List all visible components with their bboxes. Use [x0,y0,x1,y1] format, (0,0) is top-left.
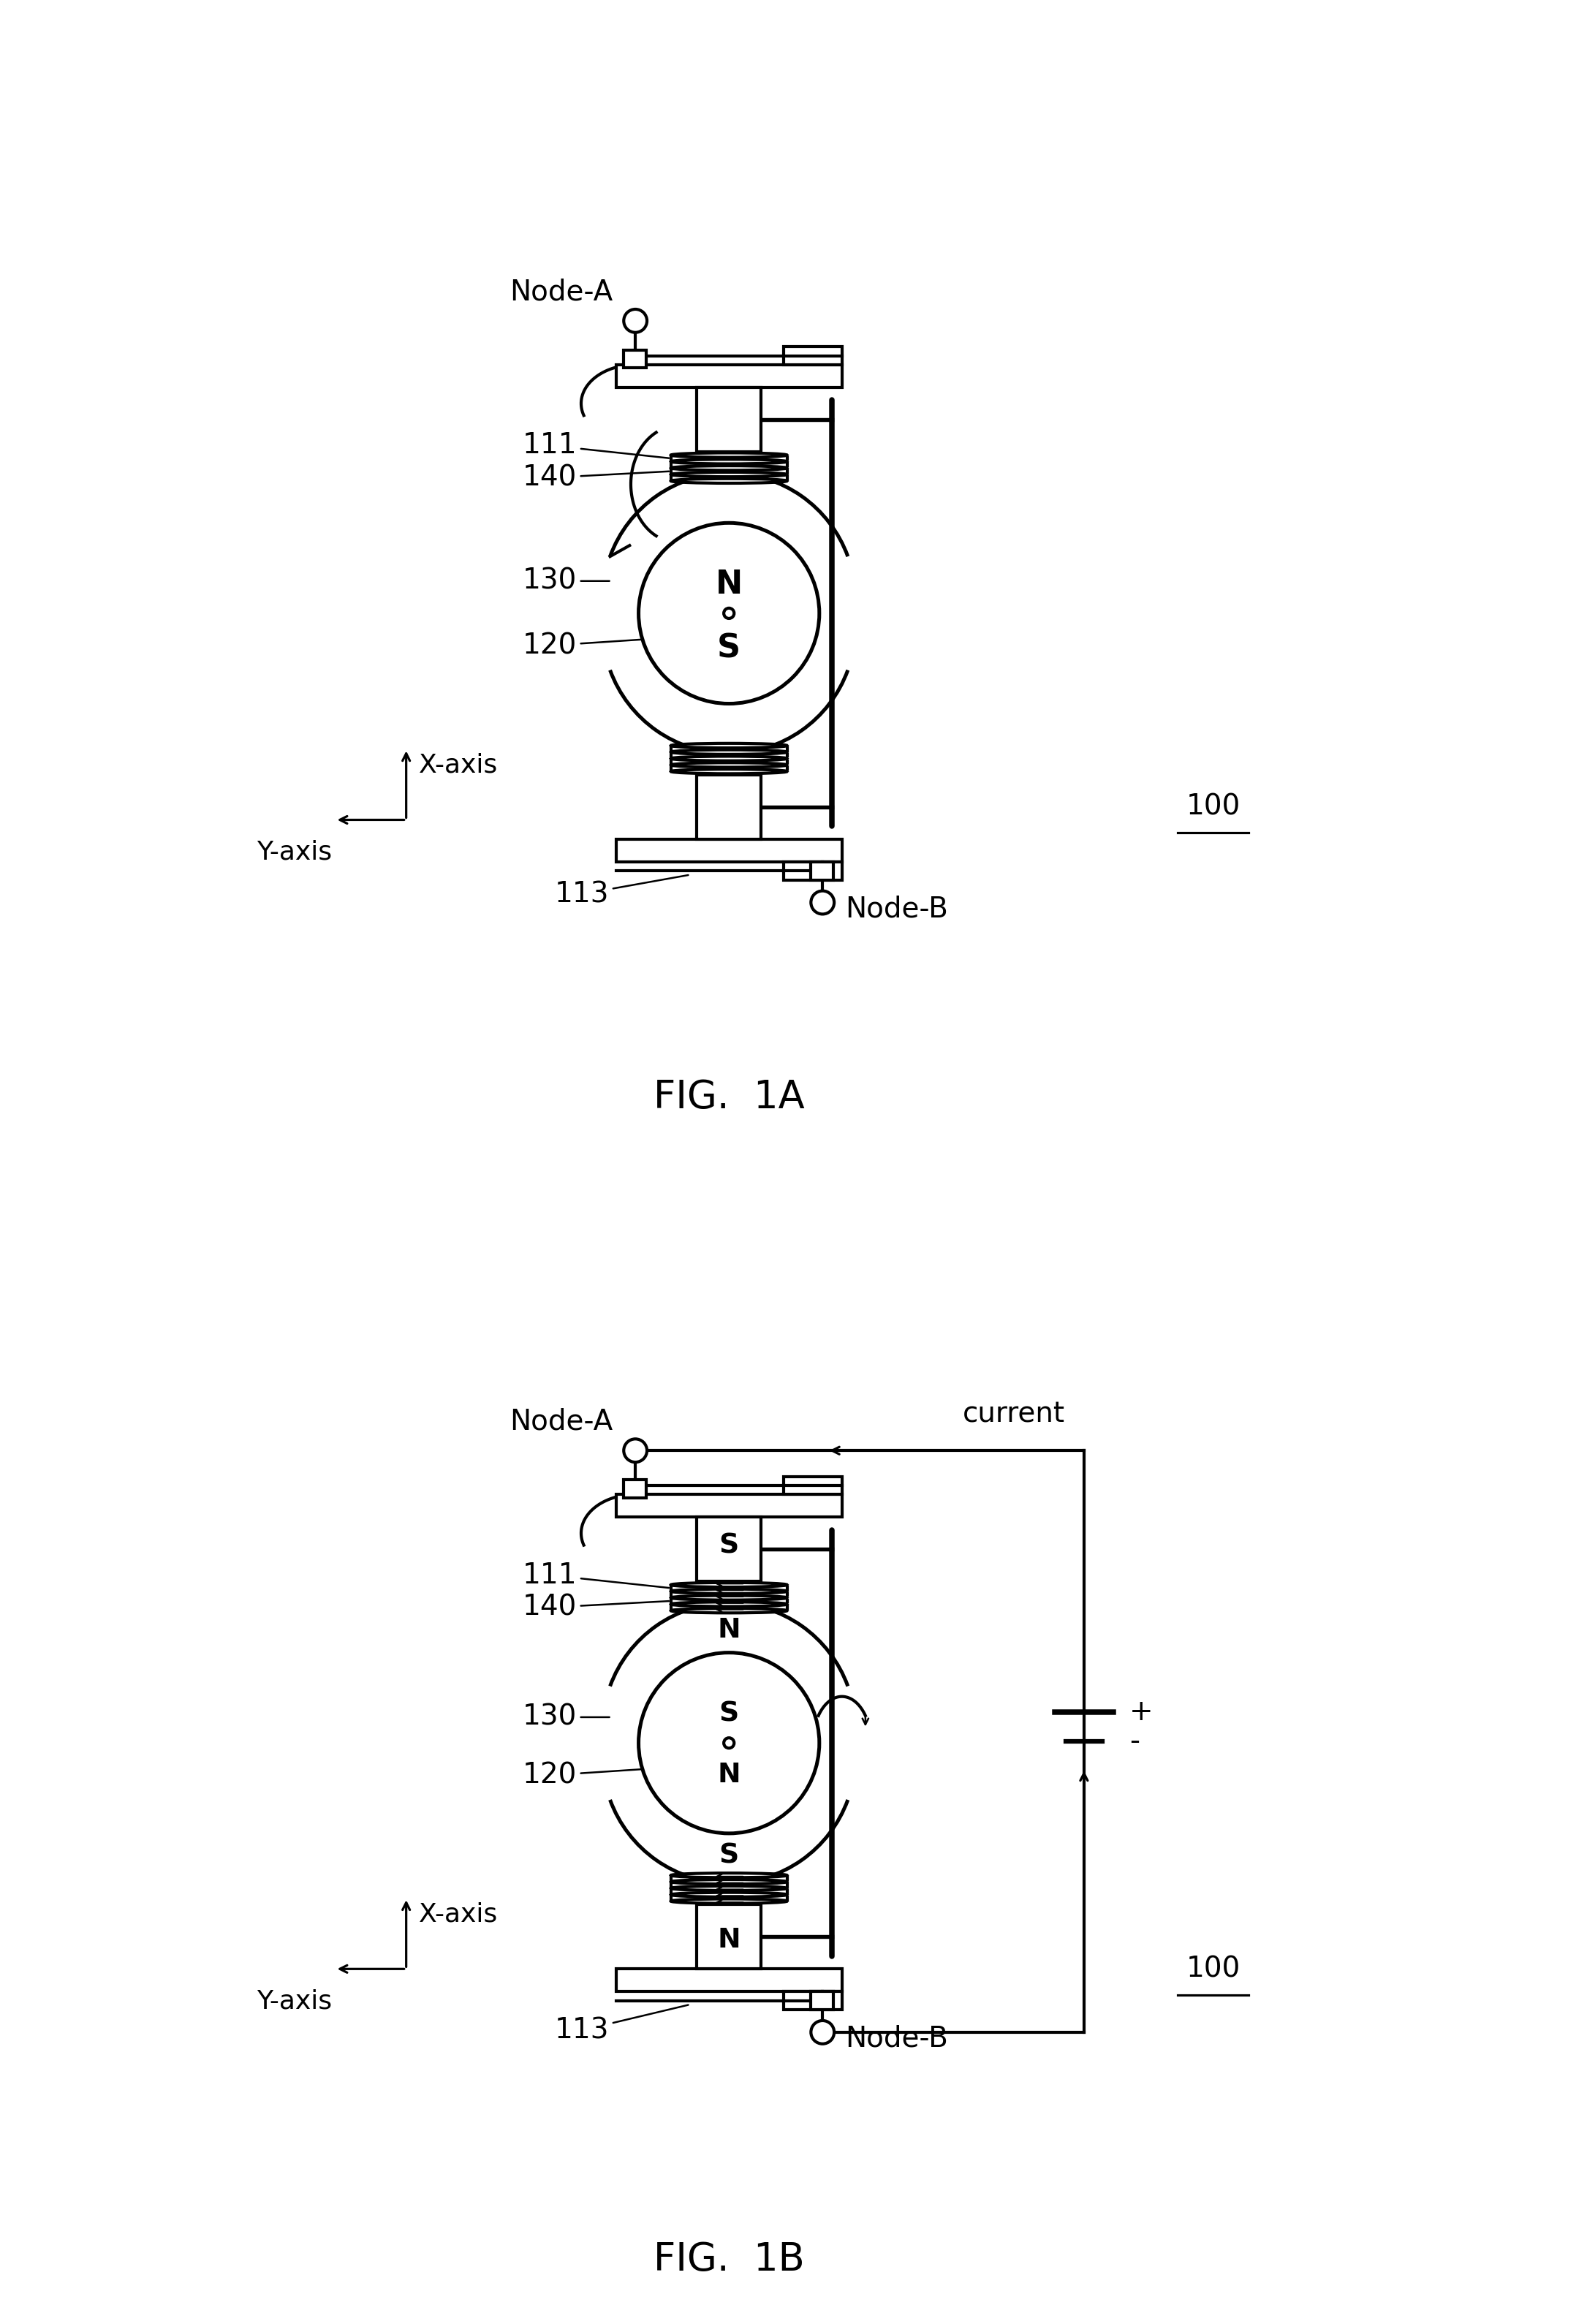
Bar [624,351,646,367]
Ellipse shape [671,1583,787,1587]
Bar [616,839,843,862]
Text: Y-axis: Y-axis [257,1989,332,2013]
Ellipse shape [671,1880,787,1885]
Circle shape [624,309,647,332]
Bar [784,862,843,881]
Bar [811,862,833,881]
Bar [697,1518,762,1583]
Text: 113: 113 [555,2006,689,2045]
Text: Node-A: Node-A [509,1408,613,1436]
Circle shape [624,1439,647,1462]
Bar [697,388,762,451]
Text: current: current [962,1399,1065,1427]
Text: 130: 130 [522,567,609,595]
Ellipse shape [671,453,787,458]
Ellipse shape [671,1608,787,1613]
Ellipse shape [671,1892,787,1896]
Text: -: - [1130,1727,1139,1755]
Bar [697,774,762,839]
Text: 140: 140 [522,465,668,493]
Ellipse shape [671,1601,787,1606]
Ellipse shape [671,1597,787,1599]
Bar [616,365,843,388]
Text: Node-A: Node-A [509,279,613,307]
Bar [616,1968,843,1992]
Ellipse shape [671,744,787,748]
Bar [784,346,843,365]
Text: N: N [717,1762,741,1789]
Ellipse shape [671,472,787,476]
Ellipse shape [671,762,787,767]
Text: 113: 113 [555,876,689,909]
Circle shape [638,1652,819,1834]
Text: N: N [717,1927,741,1952]
Circle shape [724,1738,735,1748]
Circle shape [811,2020,835,2043]
Ellipse shape [671,465,787,469]
Text: 130: 130 [522,1703,609,1731]
Circle shape [724,609,735,618]
Text: S: S [717,632,741,665]
Text: 111: 111 [522,1562,668,1590]
Ellipse shape [671,755,787,760]
Bar [811,1992,833,2010]
Ellipse shape [671,479,787,483]
Ellipse shape [671,460,787,465]
Text: +: + [1130,1699,1154,1727]
Text: FIG.  1B: FIG. 1B [654,2240,805,2278]
Bar [624,1480,646,1497]
Circle shape [811,890,835,913]
Ellipse shape [671,751,787,755]
Text: 140: 140 [522,1594,668,1622]
Bar [616,1494,843,1518]
Text: X-axis: X-axis [419,753,498,779]
Ellipse shape [671,1873,787,1878]
Ellipse shape [671,1899,787,1903]
Text: 120: 120 [522,1762,646,1789]
Circle shape [638,523,819,704]
Text: S: S [719,1843,740,1868]
Bar [697,1903,762,1968]
Text: Node-B: Node-B [846,2024,947,2052]
Text: FIG.  1A: FIG. 1A [654,1078,805,1116]
Ellipse shape [671,769,787,774]
Text: 100: 100 [1185,792,1241,820]
Bar [784,1476,843,1494]
Text: X-axis: X-axis [419,1901,498,1927]
Text: 111: 111 [522,432,668,460]
Text: Node-B: Node-B [846,895,947,923]
Ellipse shape [671,1887,787,1889]
Bar [784,1992,843,2010]
Text: Y-axis: Y-axis [257,839,332,865]
Text: N: N [717,1618,741,1643]
Text: N: N [716,569,743,600]
Text: S: S [719,1534,740,1559]
Text: S: S [719,1701,740,1727]
Text: 100: 100 [1185,1954,1241,1982]
Text: 120: 120 [522,632,646,660]
Ellipse shape [671,1590,787,1594]
